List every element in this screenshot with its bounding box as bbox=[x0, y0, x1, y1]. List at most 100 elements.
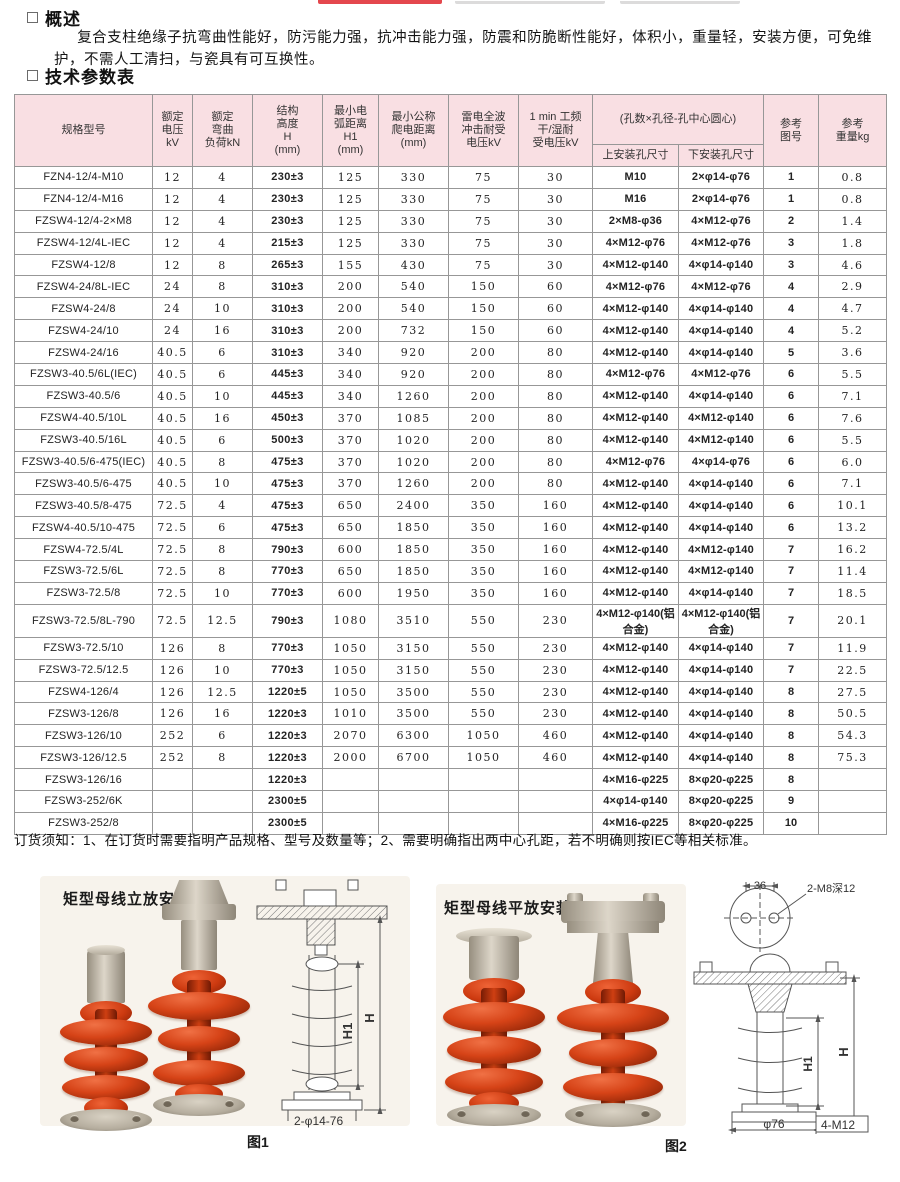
cell-li: 1050 bbox=[448, 746, 519, 770]
cell-lower: 4×φ14-φ140 bbox=[677, 581, 765, 605]
fig2-top-dim-label: 36 bbox=[754, 880, 766, 892]
cell-creep: 920 bbox=[378, 363, 449, 386]
insulator-photo-flat-cap bbox=[443, 928, 545, 1128]
cell-wt: 16.2 bbox=[818, 538, 888, 562]
cell-h1: 370 bbox=[322, 406, 379, 430]
cell-h1 bbox=[322, 768, 379, 792]
cell-li: 200 bbox=[448, 363, 519, 386]
table-row: FZSW3-252/6K 2300±5 4×φ14-φ140 8×φ20-φ225 9 bbox=[14, 790, 888, 813]
col-header-model: 规格型号 bbox=[14, 94, 153, 167]
cell-kn: 6 bbox=[192, 516, 253, 540]
cell-fig: 1 bbox=[763, 187, 820, 211]
cell-fig: 6 bbox=[763, 363, 820, 386]
fig1-holes-dim-label: 2-φ14-76 bbox=[294, 1114, 343, 1128]
table-row: FZSW3-40.5/6L(IEC) 40.5 6 445±3 340 920 200 80 4… bbox=[14, 363, 888, 386]
cell-pf bbox=[518, 790, 593, 813]
cell-li: 75 bbox=[448, 231, 519, 255]
cell-lower: 8×φ20-φ225 bbox=[677, 768, 765, 792]
cell-model: FZSW3-252/8 bbox=[14, 811, 153, 835]
cell-h: 310±3 bbox=[252, 275, 323, 299]
col-header-arc: 最小电 弧距离 H1 (mm) bbox=[322, 94, 379, 167]
cell-kv: 40.5 bbox=[152, 428, 193, 452]
cell-li: 350 bbox=[448, 538, 519, 562]
cell-li: 75 bbox=[448, 209, 519, 233]
cell-creep: 330 bbox=[378, 166, 449, 189]
cell-kv: 252 bbox=[152, 746, 193, 770]
cell-kv bbox=[152, 811, 193, 835]
cell-li: 200 bbox=[448, 428, 519, 452]
figure1-technical-drawing: H1 H 2-φ14-76 bbox=[256, 879, 388, 1128]
cell-upper: 4×M12-φ140 bbox=[592, 319, 679, 343]
table-row: FZSW4-24/10 24 16 310±3 200 732 150 60 4×M12-φ14… bbox=[14, 319, 888, 343]
cell-kv: 126 bbox=[152, 636, 193, 660]
cell-upper: 4×φ14-φ140 bbox=[592, 790, 679, 813]
cell-upper: 4×M12-φ140 bbox=[592, 702, 679, 726]
cell-lower: 4×φ14-φ140 bbox=[677, 384, 765, 408]
cell-kn: 10 bbox=[192, 384, 253, 408]
cell-fig: 7 bbox=[763, 560, 820, 583]
cell-pf: 30 bbox=[518, 231, 593, 255]
overview-heading: 概述 bbox=[27, 5, 81, 30]
cell-creep: 1260 bbox=[378, 384, 449, 408]
cell-kv: 126 bbox=[152, 702, 193, 726]
cell-h: 310±3 bbox=[252, 341, 323, 365]
cell-upper: 4×M12-φ76 bbox=[592, 275, 679, 299]
cell-lower: 4×φ14-φ140 bbox=[677, 494, 765, 518]
cell-upper: 4×M12-φ140 bbox=[592, 384, 679, 408]
cell-h: 770±3 bbox=[252, 560, 323, 583]
insulator-photo-busbar-clamp bbox=[557, 893, 669, 1128]
cell-h: 1220±3 bbox=[252, 702, 323, 726]
cell-h1 bbox=[322, 811, 379, 835]
cell-creep: 540 bbox=[378, 297, 449, 321]
cell-kn: 10 bbox=[192, 658, 253, 682]
cell-wt: 1.4 bbox=[818, 209, 888, 233]
table-row: FZSW4-12/8 12 8 265±3 155 430 75 30 4×M12-φ140 4×… bbox=[14, 253, 888, 277]
cell-li bbox=[448, 790, 519, 813]
cell-kv: 72.5 bbox=[152, 581, 193, 605]
cell-li: 350 bbox=[448, 560, 519, 583]
cell-kv: 72.5 bbox=[152, 538, 193, 562]
cell-wt: 7.1 bbox=[818, 384, 888, 408]
col-header-voltage: 额定 电压 kV bbox=[152, 94, 193, 167]
cell-fig: 3 bbox=[763, 253, 820, 277]
cell-creep: 1020 bbox=[378, 428, 449, 452]
cell-wt: 54.3 bbox=[818, 724, 888, 748]
col-header-bending: 额定 弯曲 负荷kN bbox=[192, 94, 253, 167]
cell-upper: 2×M8-φ36 bbox=[592, 209, 679, 233]
cell-model: FZSW3-40.5/16L bbox=[14, 428, 153, 452]
cell-upper: 4×M12-φ76 bbox=[592, 363, 679, 386]
cell-wt: 3.6 bbox=[818, 341, 888, 365]
cell-pf: 160 bbox=[518, 516, 593, 540]
cell-h: 1220±3 bbox=[252, 746, 323, 770]
cell-h: 1220±5 bbox=[252, 680, 323, 704]
cell-kn: 4 bbox=[192, 166, 253, 189]
insulator-photo-vertical-cap bbox=[58, 945, 154, 1131]
cell-kn: 6 bbox=[192, 341, 253, 365]
cell-li: 200 bbox=[448, 450, 519, 474]
cell-li: 200 bbox=[448, 406, 519, 430]
cell-wt: 4.6 bbox=[818, 253, 888, 277]
cell-wt: 0.8 bbox=[818, 187, 888, 211]
cell-li: 150 bbox=[448, 297, 519, 321]
cell-pf: 230 bbox=[518, 680, 593, 704]
cell-model: FZSW4-40.5/10-475 bbox=[14, 516, 153, 540]
cell-upper: M16 bbox=[592, 187, 679, 211]
col-header-height: 结构 高度 H (mm) bbox=[252, 94, 323, 167]
cell-lower: 4×M12-φ140 bbox=[677, 428, 765, 452]
cell-model: FZSW4-40.5/10L bbox=[14, 406, 153, 430]
cell-fig: 6 bbox=[763, 428, 820, 452]
cell-upper: 4×M12-φ140 bbox=[592, 472, 679, 496]
cell-kv: 12 bbox=[152, 253, 193, 277]
cell-wt: 10.1 bbox=[818, 494, 888, 518]
table-row: FZSW3-72.5/8L-790 72.5 12.5 790±3 1080 3510 55… bbox=[14, 603, 888, 638]
table-row: FZSW3-72.5/6L 72.5 8 770±3 650 1850 350 160 4×M1… bbox=[14, 560, 888, 583]
cell-wt: 6.0 bbox=[818, 450, 888, 474]
table-row: FZSW3-72.5/10 126 8 770±3 1050 3150 550 230 4×M1… bbox=[14, 636, 888, 660]
cell-h1: 200 bbox=[322, 275, 379, 299]
cell-upper: 4×M16-φ225 bbox=[592, 768, 679, 792]
cell-h1: 600 bbox=[322, 581, 379, 605]
cell-upper: 4×M12-φ140 bbox=[592, 341, 679, 365]
cell-lower: 4×φ14-φ76 bbox=[677, 450, 765, 474]
cell-kv: 12 bbox=[152, 209, 193, 233]
